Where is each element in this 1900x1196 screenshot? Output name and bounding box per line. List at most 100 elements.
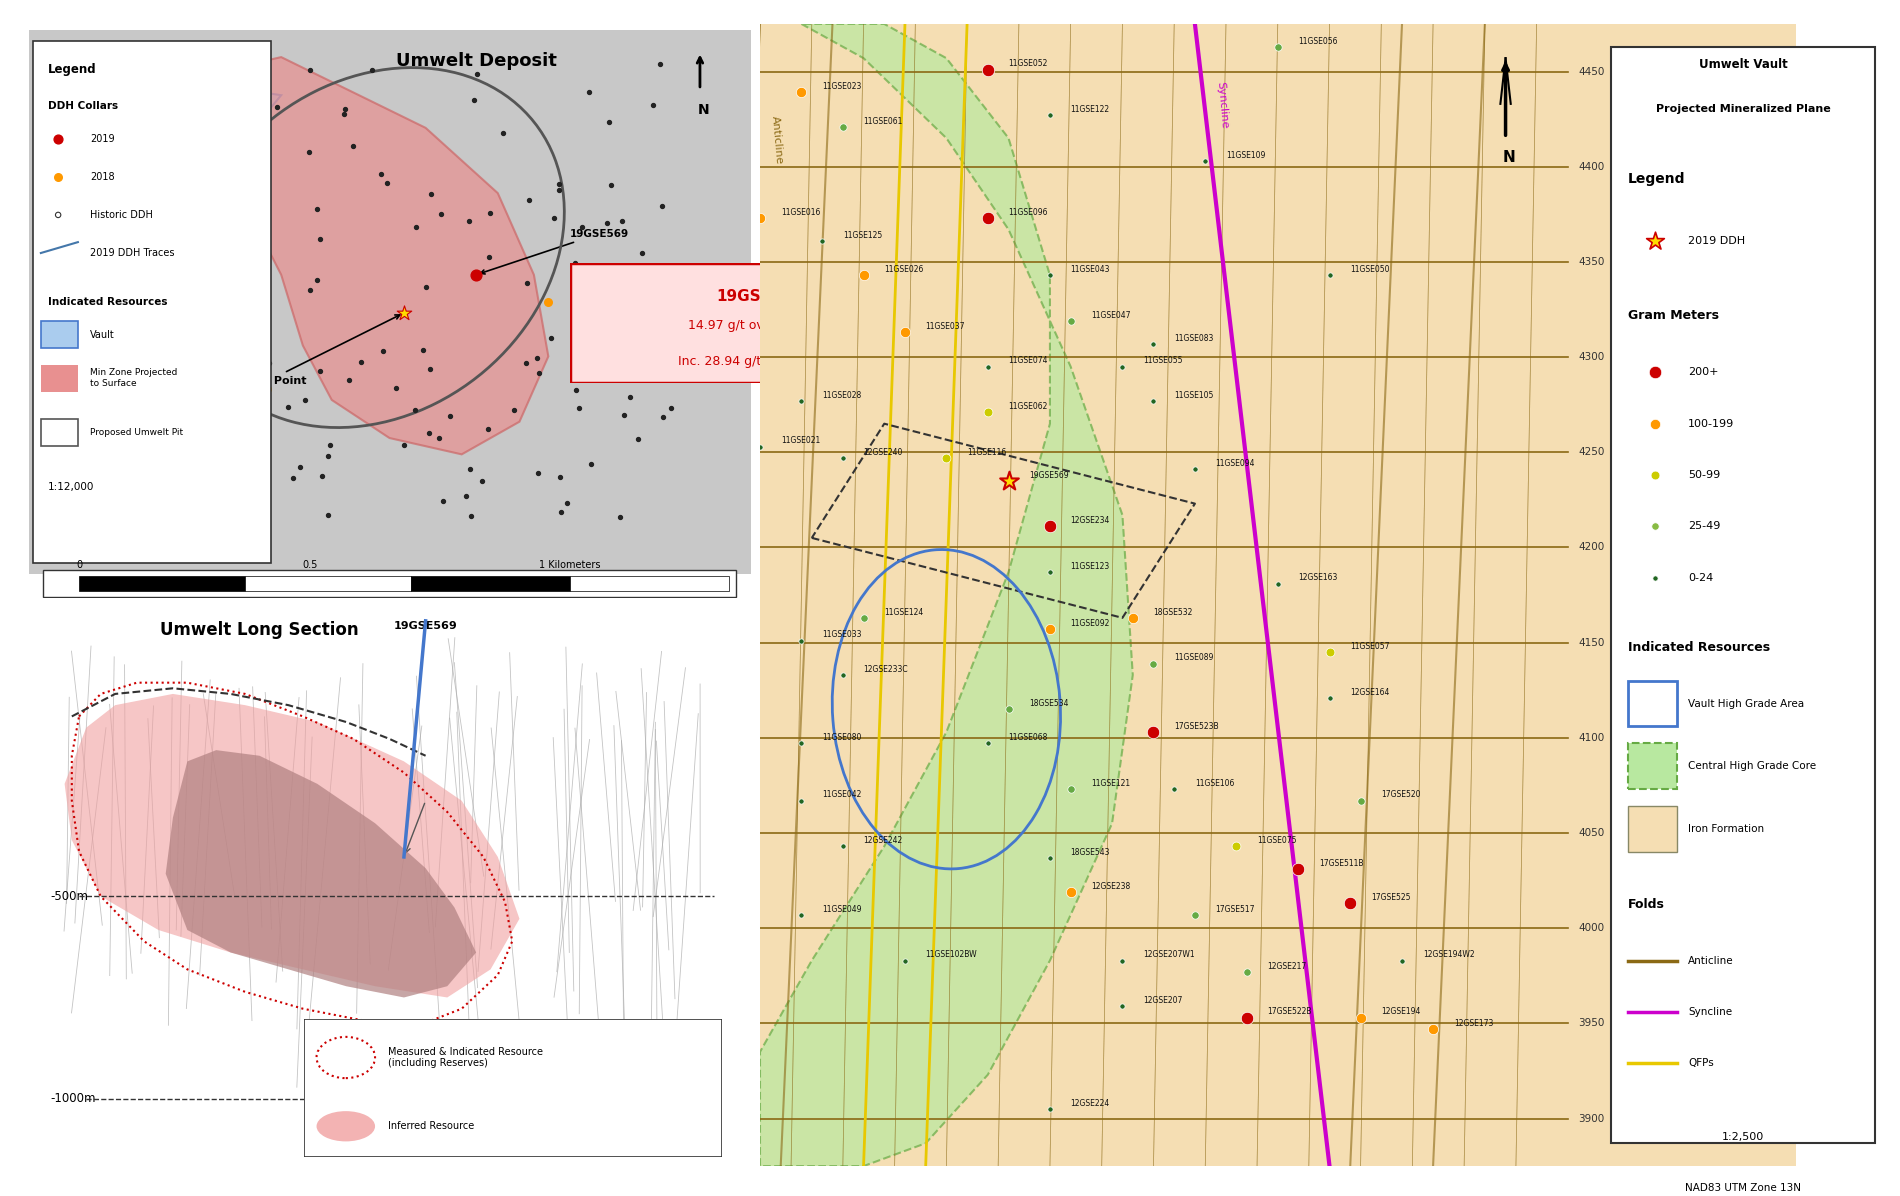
Point <box>500 401 530 420</box>
Text: 11GSE125: 11GSE125 <box>844 231 882 239</box>
Point <box>608 405 638 425</box>
Point <box>1387 951 1417 970</box>
Point <box>294 61 325 80</box>
Text: 11GSE047: 11GSE047 <box>1091 311 1130 319</box>
Point <box>369 342 399 361</box>
Text: 12GSE207: 12GSE207 <box>1144 996 1182 1005</box>
Text: Folds: Folds <box>1628 898 1664 910</box>
Point <box>450 487 481 506</box>
Point <box>224 404 255 423</box>
Text: 17GSE520: 17GSE520 <box>1381 791 1421 799</box>
Point <box>338 136 369 155</box>
Point <box>994 700 1024 719</box>
Text: NAD83 UTM Zone 13N: NAD83 UTM Zone 13N <box>1685 1183 1801 1194</box>
Point <box>568 218 598 237</box>
Point <box>889 323 920 342</box>
Point <box>787 734 817 753</box>
Point <box>1262 574 1292 593</box>
Point <box>428 492 458 511</box>
Text: 12GSE217: 12GSE217 <box>1267 962 1307 971</box>
Text: 4450: 4450 <box>1579 67 1604 77</box>
Text: Iron Formation: Iron Formation <box>1689 824 1765 834</box>
Bar <box>410 575 570 591</box>
Text: 18GSE543: 18GSE543 <box>1072 848 1110 856</box>
Point <box>534 292 564 311</box>
Point <box>1159 780 1189 799</box>
Point <box>1640 517 1670 536</box>
Point <box>1138 391 1168 410</box>
Point <box>182 218 213 237</box>
Text: 11GSE092: 11GSE092 <box>1072 620 1110 628</box>
Point <box>167 77 198 96</box>
Point <box>401 218 431 237</box>
Point <box>217 393 247 413</box>
Point <box>238 358 268 377</box>
Point <box>543 175 574 194</box>
Text: 11GSE056: 11GSE056 <box>1298 37 1338 45</box>
Text: 12GSE238: 12GSE238 <box>1091 881 1130 891</box>
Text: 19GSE569: 19GSE569 <box>481 228 629 274</box>
Point <box>973 60 1003 79</box>
Point <box>302 200 332 219</box>
Text: Vault High Grade Area: Vault High Grade Area <box>1689 698 1805 708</box>
Text: 11GSE122: 11GSE122 <box>1072 105 1110 114</box>
Point <box>593 112 623 132</box>
Point <box>1036 562 1066 581</box>
Point <box>656 398 686 417</box>
Point <box>1640 231 1670 250</box>
Text: 11GSE023: 11GSE023 <box>823 83 861 91</box>
Text: 4100: 4100 <box>1579 733 1604 743</box>
Point <box>1036 1099 1066 1118</box>
Text: 12GSE194: 12GSE194 <box>1381 1007 1421 1017</box>
Point <box>1108 996 1138 1015</box>
Point <box>456 507 486 526</box>
Text: 25-49: 25-49 <box>1689 521 1721 531</box>
Text: 11GSE089: 11GSE089 <box>1174 653 1214 663</box>
FancyBboxPatch shape <box>42 321 78 348</box>
Point <box>312 446 342 465</box>
Point <box>160 206 190 225</box>
Text: 2019: 2019 <box>91 134 114 144</box>
Point <box>277 469 308 488</box>
Text: Indicated Resources: Indicated Resources <box>48 297 167 306</box>
Point <box>329 99 359 118</box>
Bar <box>80 575 245 591</box>
Point <box>646 54 676 73</box>
Point <box>524 364 555 383</box>
Text: 12GSE234: 12GSE234 <box>1072 517 1110 525</box>
Text: 19GSE569: 19GSE569 <box>716 289 804 305</box>
Text: 11GSE016: 11GSE016 <box>781 208 821 216</box>
Text: 2019 DDH Traces: 2019 DDH Traces <box>91 248 175 258</box>
Text: 11GSE106: 11GSE106 <box>1195 779 1235 788</box>
Point <box>401 401 431 420</box>
Point <box>540 208 570 227</box>
Point <box>44 167 74 187</box>
Point <box>238 74 268 93</box>
Text: 2019 DDH: 2019 DDH <box>1689 236 1746 246</box>
Text: 11GSE043: 11GSE043 <box>1072 266 1110 274</box>
Point <box>973 358 1003 377</box>
Point <box>828 117 859 136</box>
Text: Measured & Indicated Resource
(including Reserves): Measured & Indicated Resource (including… <box>388 1046 543 1068</box>
Point <box>638 96 669 115</box>
Point <box>1640 362 1670 382</box>
Point <box>623 429 654 448</box>
Point <box>1640 568 1670 587</box>
Point <box>247 228 277 248</box>
Text: 11GSE050: 11GSE050 <box>1351 266 1389 274</box>
Point <box>847 266 878 285</box>
Point <box>239 499 270 518</box>
Point <box>414 423 445 443</box>
Text: 19GSE569: 19GSE569 <box>393 621 458 630</box>
Text: 11GSE055: 11GSE055 <box>1144 356 1182 365</box>
Text: 1:2,500: 1:2,500 <box>1721 1131 1765 1142</box>
Point <box>182 96 213 115</box>
Point <box>312 506 342 525</box>
Point <box>154 317 184 336</box>
Text: 11GSE075: 11GSE075 <box>1258 836 1296 846</box>
Text: Umwelt Deposit: Umwelt Deposit <box>395 51 557 69</box>
Point <box>616 388 646 407</box>
Point <box>190 190 220 209</box>
Point <box>215 336 245 355</box>
Text: Legend: Legend <box>1628 172 1685 187</box>
